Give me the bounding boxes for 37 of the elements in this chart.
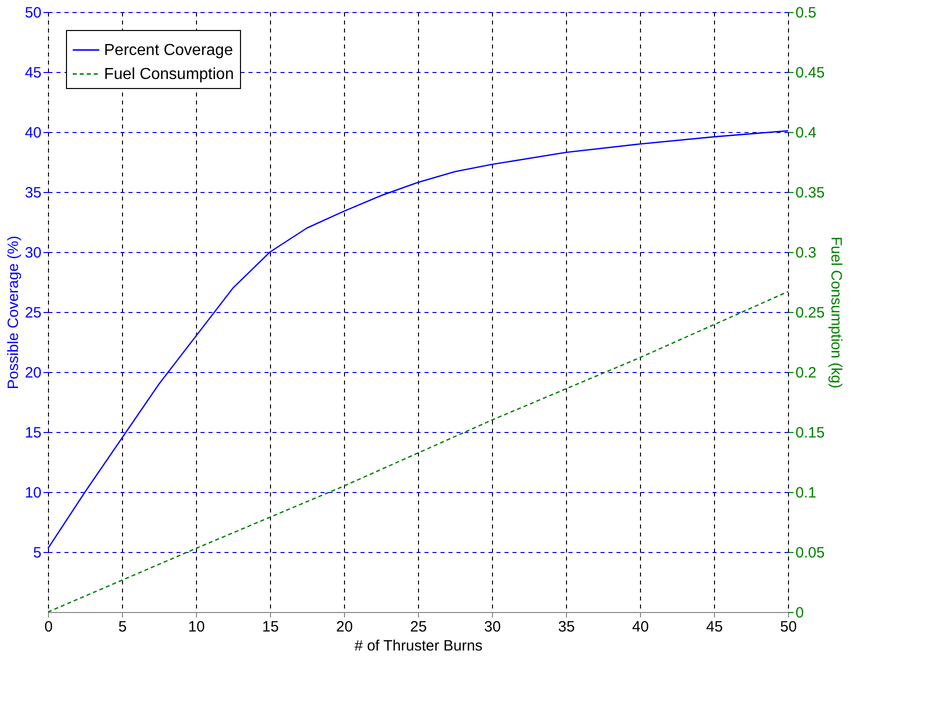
legend-label: Fuel Consumption [104,66,234,83]
y2-axis-title: Fuel Consumption (kg) [828,236,845,388]
y-tick-label: 5 [33,544,42,562]
y-tick-label: 35 [24,184,42,202]
y2-tick-label: 0.2 [796,364,816,382]
x-axis-title: # of Thruster Burns [354,638,483,654]
y2-tick-label: 0.1 [796,484,816,502]
x-tick-label: 45 [706,618,723,636]
legend-label: Percent Coverage [104,42,234,59]
x-tick-label: 50 [780,618,797,636]
y2-tick-label: 0.45 [796,64,825,82]
y2-tick-label: 0.35 [796,184,825,202]
y-tick-label: 10 [24,484,42,502]
y-tick-label: 20 [24,364,42,382]
x-tick-label: 15 [262,618,279,636]
y2-tick-label: 0.4 [796,124,816,142]
x-tick-label: 10 [188,618,205,636]
y-tick-label: 30 [24,244,42,262]
y-axis-title: Possible Coverage (%) [4,236,22,390]
x-tick-label: 30 [484,618,501,636]
x-tick-label: 40 [632,618,649,636]
y2-tick-label: 0 [796,604,804,622]
y-tick-label: 15 [24,424,42,442]
y-tick-label: 40 [24,124,42,142]
y2-tick-label: 0.15 [796,424,825,442]
y2-tick-label: 0.3 [796,244,816,262]
x-tick-label: 35 [558,618,575,636]
x-tick-label: 0 [44,618,53,636]
x-tick-label: 20 [336,618,353,636]
y2-tick-label: 0.5 [796,4,816,22]
y2-tick-label: 0.05 [796,544,825,562]
y2-tick-label: 0.25 [796,304,825,322]
y-tick-label: 50 [24,4,42,22]
y-tick-label: 45 [24,64,42,82]
x-tick-label: 25 [410,618,427,636]
x-tick-label: 5 [118,618,127,636]
y-tick-label: 25 [24,304,42,322]
